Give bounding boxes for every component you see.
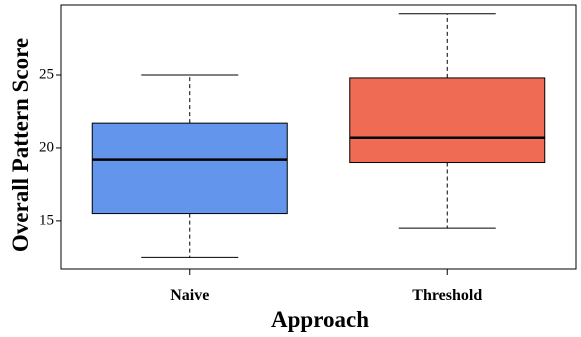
y-axis-title: Overall Pattern Score	[8, 38, 33, 252]
x-tick-label: Naive	[170, 287, 209, 304]
x-tick-label: Threshold	[412, 287, 482, 304]
iqr-box	[349, 77, 546, 164]
plot-frame	[60, 4, 577, 270]
box-naive	[91, 74, 288, 258]
boxes-layer	[91, 13, 546, 258]
x-axis: Naive Threshold	[170, 269, 482, 304]
y-tick-label: 25	[39, 66, 54, 82]
y-axis: 15 20 25	[39, 66, 61, 228]
iqr-box	[91, 122, 288, 215]
box-threshold	[349, 13, 546, 229]
y-tick-label: 20	[39, 139, 54, 155]
y-tick-label: 15	[39, 212, 54, 228]
x-axis-title: Approach	[271, 307, 369, 332]
